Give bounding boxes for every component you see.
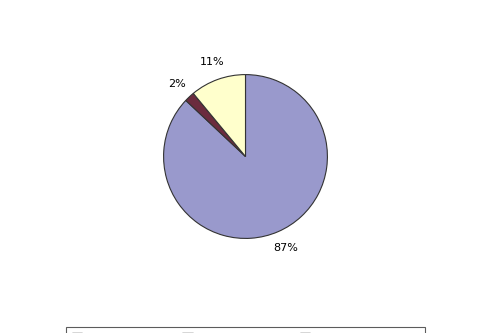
Wedge shape [193, 75, 246, 157]
Legend: Wages & Salaries, Employee Benefits, Operating Expenses: Wages & Salaries, Employee Benefits, Ope… [66, 327, 425, 333]
Text: 87%: 87% [273, 243, 298, 253]
Text: 11%: 11% [199, 58, 224, 68]
Wedge shape [186, 93, 246, 157]
Wedge shape [164, 75, 327, 238]
Text: 2%: 2% [168, 79, 186, 89]
